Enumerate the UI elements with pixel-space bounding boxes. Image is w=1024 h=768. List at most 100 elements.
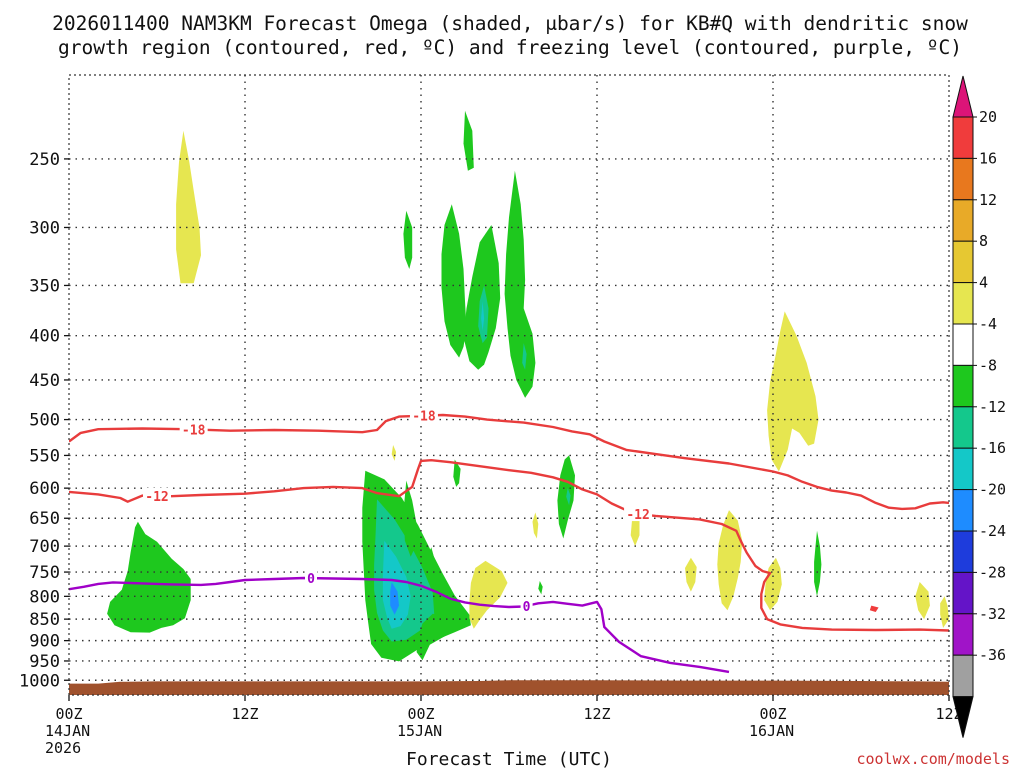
omega-region-green-k [453, 459, 461, 487]
colorbar-label: 20 [979, 108, 997, 126]
colorbar-swatch [952, 613, 974, 656]
omega-region-green-d [416, 613, 455, 661]
colorbar-label: -8 [979, 356, 997, 374]
x-axis-label: Forecast Time (UTC) [406, 749, 612, 768]
chart-title-line-2: growth region (contoured, red, ºC) and f… [58, 36, 962, 59]
contour-label: 0 [523, 600, 531, 615]
omega-region-green-c [403, 480, 417, 557]
colorbar-swatch [952, 282, 974, 325]
colorbar-swatch [952, 530, 974, 573]
x-tick-label: 14JAN [45, 722, 90, 740]
contour-label-bg [143, 487, 171, 503]
contour-label: -12 [626, 508, 649, 523]
colorbar-swatch [952, 199, 974, 242]
colorbar-label: -24 [979, 522, 1006, 540]
omega-region-green-g [403, 210, 413, 269]
chart-title: 2026011400 NAM3KM Forecast Omega (shaded… [52, 12, 968, 59]
colorbar-swatch [952, 447, 974, 491]
contour-label: 0 [307, 572, 315, 587]
colorbar-label: -20 [979, 481, 1006, 499]
omega-region-green-n [814, 530, 822, 597]
x-tick-label: 00Z [759, 705, 786, 723]
omega-region-yellow-f [469, 560, 508, 629]
colorbar-label: 4 [979, 274, 988, 292]
y-tick-label-400: 400 [29, 327, 60, 347]
y-tick-label-300: 300 [29, 218, 60, 238]
y-tick-label-700: 700 [29, 537, 60, 557]
temperature-contours: -18 -18 -12 -12 0 0 [69, 407, 949, 674]
colorbar-swatch [952, 157, 974, 201]
plot-background [69, 75, 949, 695]
colorbar-swatch [952, 654, 974, 698]
omega-region-cyan-b [382, 540, 411, 629]
colorbar-label: -28 [979, 563, 1006, 581]
colorbar-swatch [952, 323, 974, 366]
colorbar-label: 8 [979, 232, 988, 250]
colorbar-label: -32 [979, 605, 1006, 623]
colorbar-swatch [952, 364, 974, 408]
omega-region-yellow-a [176, 130, 201, 284]
credit-text: coolwx.com/models [856, 750, 1010, 768]
omega-region-yellow-h [532, 512, 539, 539]
y-axis-ticks: 2503003504004505005506006507007508008509… [19, 150, 69, 691]
y-tick-label-750: 750 [29, 563, 60, 583]
omega-region-red-a [869, 605, 879, 612]
surface-terrain [69, 680, 949, 695]
omega-region-yellow-j [940, 596, 949, 628]
omega-region-yellow-e [764, 557, 782, 611]
colorbar-label: 12 [979, 191, 997, 209]
x-tick-label: 2026 [45, 739, 81, 757]
colorbar-swatch [952, 571, 974, 615]
x-tick-label: 00Z [407, 705, 434, 723]
plot-area [69, 75, 949, 695]
y-tick-label-950: 950 [29, 652, 60, 672]
colorbar: 20 16 12 8 4 -4 -8 -12 -16 -20 -24 -28 -32 -36 [952, 75, 1006, 738]
colorbar-swatch [952, 240, 974, 284]
y-tick-label-350: 350 [29, 276, 60, 296]
colorbar-swatch [952, 489, 974, 532]
contour-label: -12 [145, 490, 168, 505]
omega-region-teal-j [522, 343, 527, 370]
contour-label-bg [179, 421, 208, 437]
colorbar-label: -16 [979, 439, 1006, 457]
omega-region-teal-l [566, 488, 571, 506]
y-tick-label-800: 800 [29, 587, 60, 607]
omega-region-yellow-i [915, 582, 930, 620]
colorbar-swatch [952, 116, 974, 159]
colorbar-label: -36 [979, 646, 1006, 664]
omega-region-green-l [557, 455, 575, 539]
x-tick-label: 00Z [55, 705, 82, 723]
chart-title-line-1: 2026011400 NAM3KM Forecast Omega (shaded… [52, 12, 968, 35]
plot-frame [68, 74, 950, 696]
omega-shading [107, 110, 949, 662]
y-tick-label-850: 850 [29, 610, 60, 630]
y-tick-label-250: 250 [29, 150, 60, 170]
contour-line-1 [69, 459, 949, 632]
omega-region-green-f [463, 110, 474, 171]
y-tick-label-450: 450 [29, 371, 60, 391]
omega-region-cyan-i [481, 301, 485, 331]
omega-region-green-h [441, 204, 467, 358]
plot-border [68, 74, 950, 696]
contour-line-2 [69, 576, 730, 674]
contour-label: -18 [412, 410, 436, 425]
colorbar-swatch [952, 406, 974, 449]
contour-label-bg [520, 597, 533, 613]
contour-label-bg [409, 407, 438, 423]
colorbar-label: -4 [979, 315, 997, 333]
y-tick-label-550: 550 [29, 446, 60, 466]
contour-label: -18 [182, 423, 206, 438]
omega-region-green-e [428, 547, 435, 568]
colorbar-label: 16 [979, 149, 997, 167]
colorbar-top-arrow [952, 75, 974, 118]
y-tick-label-900: 900 [29, 632, 60, 652]
y-tick-label-650: 650 [29, 509, 60, 529]
y-tick-label-500: 500 [29, 411, 60, 431]
contour-label-bg [305, 570, 317, 586]
y-tick-label-600: 600 [29, 479, 60, 499]
omega-region-yellow-k [391, 445, 397, 461]
x-tick-label: 15JAN [397, 722, 442, 740]
x-tick-label: 16JAN [749, 722, 794, 740]
